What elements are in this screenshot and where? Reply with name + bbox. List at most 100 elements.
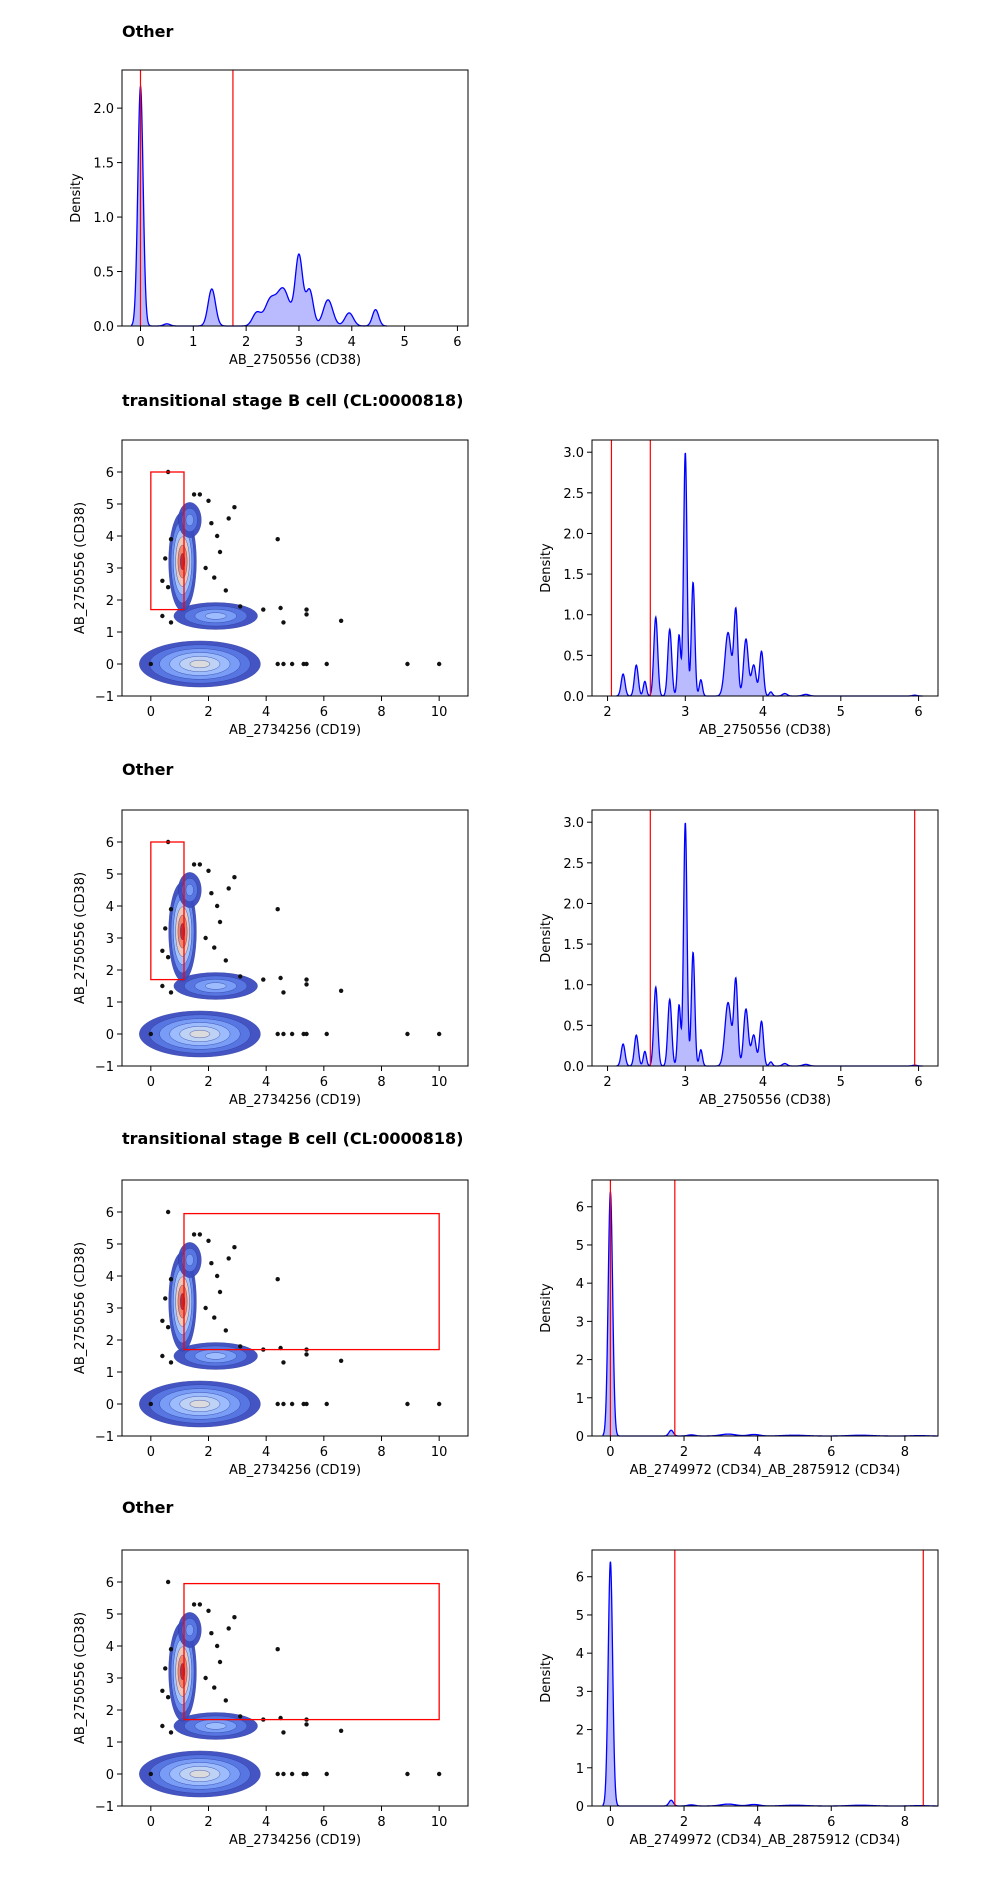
scatter-point bbox=[165, 1209, 171, 1215]
y-tick-label: 4 bbox=[576, 1647, 584, 1662]
contour-vertical bbox=[168, 1251, 197, 1352]
x-tick-label: 0 bbox=[147, 1815, 155, 1830]
contour-vertical bbox=[170, 1630, 195, 1714]
scatter-point bbox=[209, 1261, 214, 1266]
scatter-point bbox=[301, 1771, 306, 1777]
section-title-1: Other bbox=[122, 22, 174, 41]
x-axis-label: AB_2734256 (CD19) bbox=[229, 1833, 361, 1848]
scatter-point bbox=[232, 1245, 237, 1250]
scatter-point bbox=[197, 1602, 203, 1607]
contour-vertical-top bbox=[181, 1618, 198, 1642]
x-tick-label: 4 bbox=[262, 1815, 270, 1830]
scatter-point bbox=[214, 1273, 220, 1279]
scatter-point bbox=[304, 661, 309, 667]
density-area bbox=[602, 1561, 938, 1806]
x-tick-label: 4 bbox=[753, 1815, 761, 1830]
y-tick-label: 5 bbox=[106, 498, 114, 513]
scatter-point bbox=[238, 604, 243, 609]
scatter-point bbox=[289, 1031, 295, 1037]
contour-vertical-top bbox=[181, 1248, 198, 1272]
scatter-point bbox=[304, 612, 309, 617]
y-tick-label: 1.5 bbox=[563, 568, 584, 583]
scatter-point bbox=[278, 1715, 283, 1721]
x-axis-label: AB_2749972 (CD34)_AB_2875912 (CD34) bbox=[630, 1833, 901, 1848]
y-tick-label: 1.0 bbox=[563, 979, 584, 994]
contour-mid bbox=[194, 1719, 237, 1733]
scatter-point bbox=[436, 1401, 442, 1407]
scatter-point bbox=[301, 661, 306, 667]
scatter-point bbox=[405, 1771, 410, 1777]
plot-frame bbox=[591, 1549, 939, 1807]
scatter-point bbox=[168, 1277, 174, 1282]
scatter-point bbox=[168, 907, 174, 912]
scatter-point bbox=[206, 1608, 211, 1614]
contour-mid bbox=[184, 605, 248, 627]
contour-vertical-top bbox=[185, 513, 194, 527]
y-tick-label: 0.5 bbox=[93, 266, 114, 281]
scatter-point bbox=[275, 537, 280, 542]
scatter-point bbox=[223, 958, 228, 963]
scatter-point bbox=[275, 1401, 280, 1407]
y-tick-label: 6 bbox=[106, 836, 114, 851]
scatter-point bbox=[275, 661, 280, 667]
x-tick-label: 2 bbox=[603, 705, 611, 720]
density-line bbox=[602, 1191, 938, 1437]
x-tick-label: 8 bbox=[377, 1815, 385, 1830]
scatter-point bbox=[281, 661, 286, 667]
scatter-point bbox=[203, 935, 208, 941]
x-tick-label: 2 bbox=[204, 1075, 212, 1090]
x-tick-label: 10 bbox=[431, 1075, 448, 1090]
scatter-point bbox=[223, 588, 228, 593]
contour-vertical bbox=[180, 1663, 186, 1681]
y-tick-label: 0 bbox=[576, 1430, 584, 1445]
contour-vertical-top bbox=[181, 878, 198, 902]
y-tick-label: 4 bbox=[106, 1640, 114, 1655]
x-tick-label: 10 bbox=[431, 705, 448, 720]
x-tick-label: 3 bbox=[681, 705, 689, 720]
y-tick-label: 2 bbox=[576, 1354, 584, 1369]
x-tick-label: 1 bbox=[189, 335, 197, 350]
scatter-point bbox=[165, 1579, 171, 1585]
y-tick-label: 2 bbox=[106, 1334, 114, 1349]
y-tick-label: 1.5 bbox=[93, 157, 114, 172]
scatter-point bbox=[163, 556, 168, 561]
x-axis-label: AB_2749972 (CD34)_AB_2875912 (CD34) bbox=[630, 1463, 901, 1478]
x-tick-label: 6 bbox=[827, 1445, 835, 1460]
density-line bbox=[616, 822, 923, 1067]
scatter-point bbox=[160, 1318, 165, 1324]
x-tick-label: 3 bbox=[681, 1075, 689, 1090]
scatter-point bbox=[163, 1296, 168, 1301]
y-tick-label: 1.5 bbox=[563, 938, 584, 953]
gate-rectangle bbox=[183, 1582, 440, 1721]
contour-vertical bbox=[180, 553, 186, 571]
x-tick-label: 8 bbox=[901, 1445, 909, 1460]
x-tick-label: 0 bbox=[147, 1075, 155, 1090]
contour-vertical bbox=[180, 1293, 186, 1311]
density-area bbox=[616, 452, 923, 696]
y-tick-label: 0.5 bbox=[563, 649, 584, 664]
scatter-point bbox=[304, 982, 309, 987]
x-tick-label: 0 bbox=[147, 705, 155, 720]
y-axis-label: Density bbox=[539, 1653, 554, 1703]
scatter-point bbox=[275, 1031, 280, 1037]
y-tick-label: 6 bbox=[106, 466, 114, 481]
contour-mid bbox=[194, 609, 237, 623]
scatter-point bbox=[203, 1305, 208, 1311]
y-axis-label: AB_2750556 (CD38) bbox=[73, 1612, 88, 1744]
scatter-point bbox=[203, 1675, 208, 1681]
y-tick-label: 0.0 bbox=[563, 1060, 584, 1075]
x-tick-label: 6 bbox=[320, 1075, 328, 1090]
scatter-point bbox=[160, 1723, 165, 1729]
y-tick-label: 3 bbox=[576, 1685, 584, 1700]
scatter-point bbox=[148, 661, 154, 667]
scatter-point bbox=[197, 862, 203, 867]
x-tick-label: 6 bbox=[320, 705, 328, 720]
plot-frame bbox=[121, 1179, 469, 1437]
contour-vertical bbox=[173, 1638, 192, 1705]
scatter-point bbox=[304, 1352, 309, 1357]
x-tick-label: 4 bbox=[348, 335, 356, 350]
contour-low bbox=[189, 1769, 211, 1779]
y-tick-label: 0.0 bbox=[563, 690, 584, 705]
